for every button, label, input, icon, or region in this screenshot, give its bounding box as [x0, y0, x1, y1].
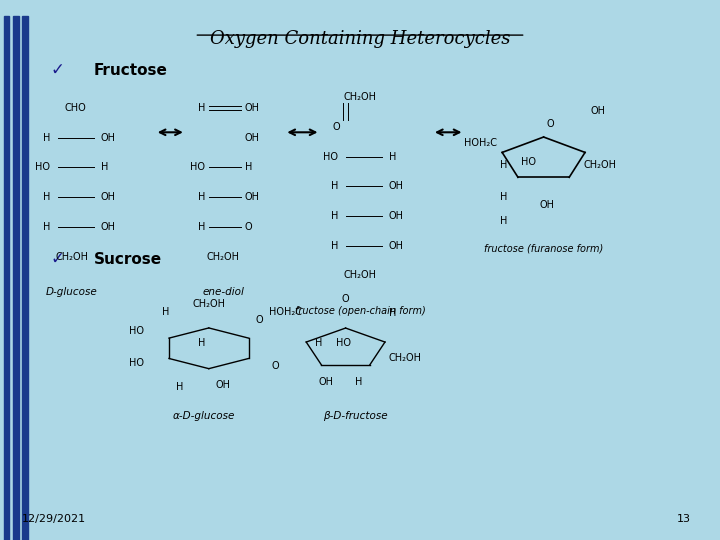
Text: OH: OH — [389, 181, 404, 191]
Text: OH: OH — [101, 133, 116, 143]
Text: 13: 13 — [678, 514, 691, 524]
Text: OH: OH — [590, 106, 606, 116]
Text: Fructose: Fructose — [94, 63, 168, 78]
Text: CH₂OH: CH₂OH — [343, 271, 377, 280]
Text: H: H — [355, 377, 362, 387]
Text: HOH₂C: HOH₂C — [269, 307, 302, 316]
Text: H: H — [500, 217, 508, 226]
Text: ✓: ✓ — [50, 61, 65, 79]
Text: OH: OH — [216, 380, 231, 390]
Text: H: H — [43, 133, 50, 143]
Text: HO: HO — [35, 163, 50, 172]
Text: H: H — [101, 163, 108, 172]
Text: OH: OH — [101, 192, 116, 202]
Text: O: O — [342, 294, 349, 303]
Text: HO: HO — [336, 338, 351, 348]
Text: H: H — [198, 338, 205, 348]
Text: O: O — [272, 361, 279, 370]
Text: CHO: CHO — [65, 103, 86, 113]
Text: H: H — [162, 307, 169, 316]
Text: OH: OH — [540, 200, 555, 210]
Text: O: O — [547, 119, 554, 129]
Text: O: O — [333, 122, 341, 132]
Text: H: H — [43, 192, 50, 202]
Bar — [4, 16, 9, 540]
Text: H: H — [315, 338, 323, 348]
Text: H: H — [331, 211, 338, 221]
Text: H: H — [500, 192, 508, 202]
Text: OH: OH — [319, 377, 334, 387]
Text: HO: HO — [323, 152, 338, 161]
Text: H: H — [43, 222, 50, 232]
Text: OH: OH — [245, 103, 260, 113]
Text: OH: OH — [245, 192, 260, 202]
Text: HOH₂C: HOH₂C — [464, 138, 497, 148]
Text: OH: OH — [245, 133, 260, 143]
Text: OH: OH — [389, 241, 404, 251]
Text: H: H — [331, 241, 338, 251]
Text: ✓: ✓ — [50, 250, 65, 268]
Text: O: O — [256, 315, 263, 325]
Text: OH: OH — [101, 222, 116, 232]
Text: HO: HO — [190, 163, 205, 172]
Text: HO: HO — [521, 157, 536, 167]
Text: Sucrose: Sucrose — [94, 252, 162, 267]
Text: O: O — [245, 222, 253, 232]
Text: α-D-glucose: α-D-glucose — [173, 411, 235, 421]
Text: OH: OH — [389, 211, 404, 221]
Text: CH₂OH: CH₂OH — [583, 160, 616, 170]
Text: fructose (furanose form): fructose (furanose form) — [484, 244, 603, 253]
Bar — [13, 16, 19, 540]
Text: 12/29/2021: 12/29/2021 — [22, 514, 86, 524]
Text: H: H — [176, 382, 184, 392]
Text: H: H — [198, 222, 205, 232]
Text: ene-diol: ene-diol — [202, 287, 244, 297]
Text: H: H — [198, 192, 205, 202]
Text: H: H — [389, 152, 396, 161]
Text: CH₂OH: CH₂OH — [192, 299, 225, 309]
Text: H: H — [389, 308, 396, 318]
Text: CH₂OH: CH₂OH — [55, 252, 89, 261]
Text: Oxygen Containing Heterocycles: Oxygen Containing Heterocycles — [210, 30, 510, 48]
Text: HO: HO — [129, 326, 144, 336]
Text: H: H — [198, 103, 205, 113]
Bar — [22, 16, 28, 540]
Text: β-D-fructose: β-D-fructose — [323, 411, 387, 421]
Text: H: H — [331, 181, 338, 191]
Text: CH₂OH: CH₂OH — [207, 252, 240, 261]
Text: CH₂OH: CH₂OH — [343, 92, 377, 102]
Text: H: H — [500, 160, 508, 170]
Text: HO: HO — [129, 359, 144, 368]
Text: fructose (open-chain form): fructose (open-chain form) — [294, 306, 426, 316]
Text: H: H — [245, 163, 252, 172]
Text: CH₂OH: CH₂OH — [389, 353, 422, 363]
Text: D-glucose: D-glucose — [46, 287, 98, 297]
